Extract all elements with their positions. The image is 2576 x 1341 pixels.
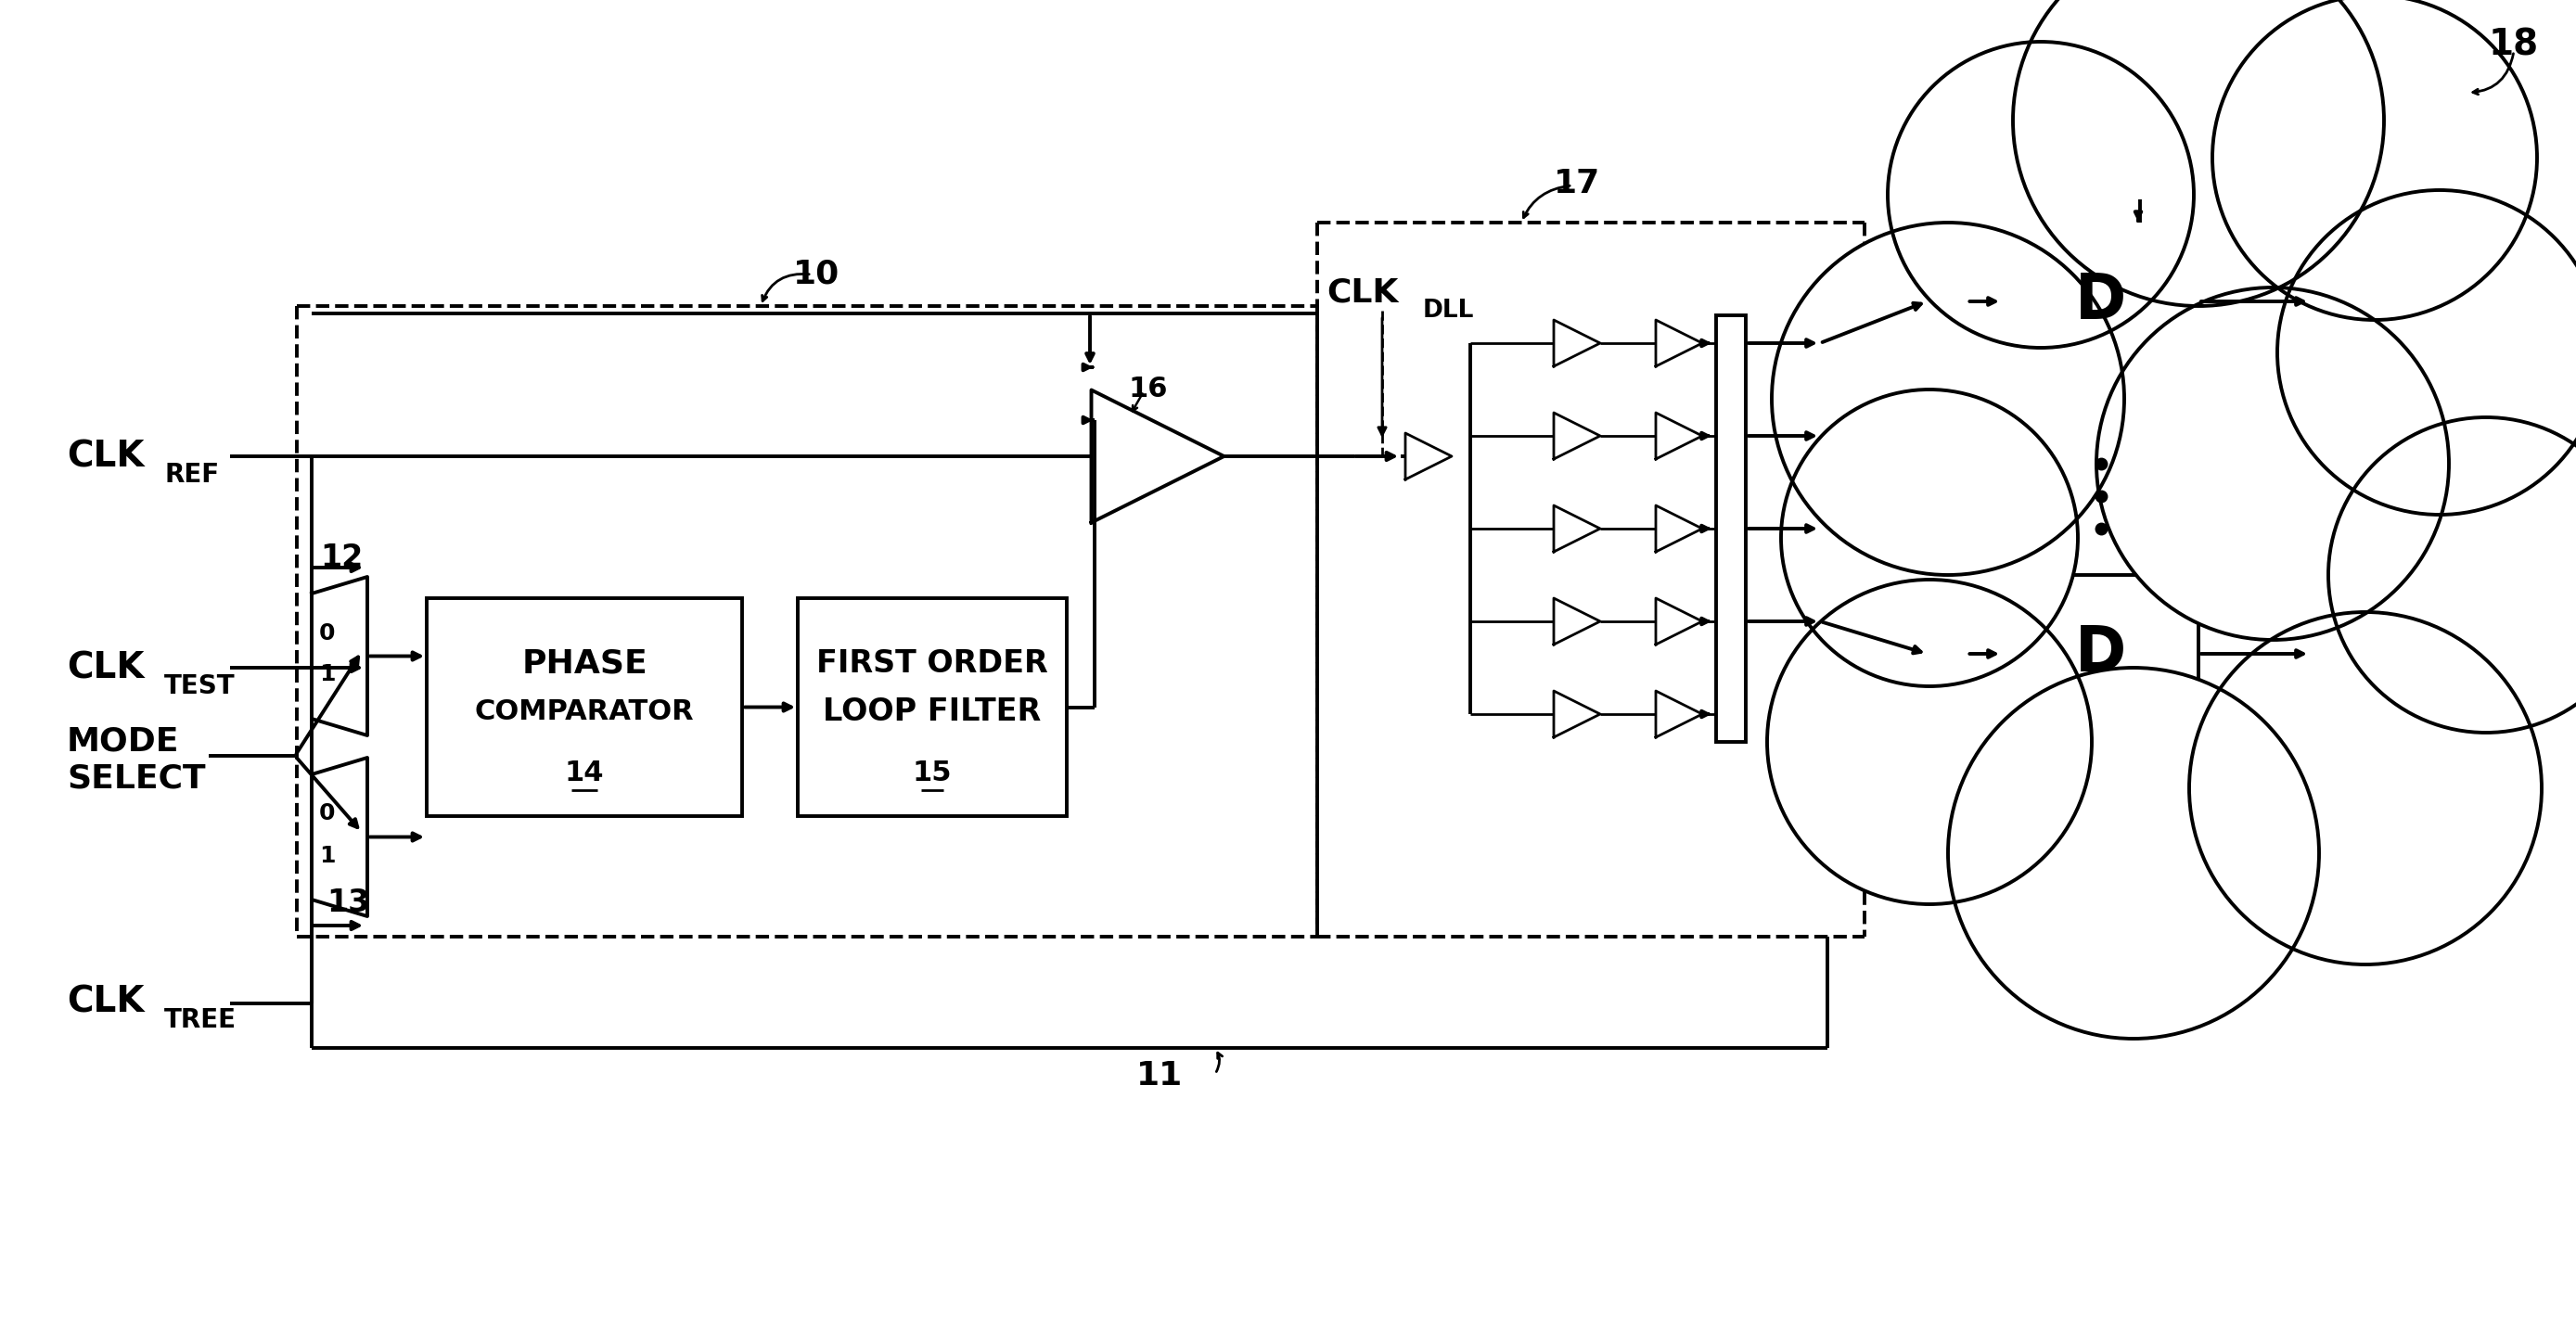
Bar bbox=[428, 598, 742, 817]
Text: PHASE: PHASE bbox=[520, 648, 647, 680]
Text: 17: 17 bbox=[1553, 168, 1600, 200]
Text: REF: REF bbox=[165, 461, 219, 488]
Text: FIRST ORDER: FIRST ORDER bbox=[817, 648, 1048, 679]
Text: TEST: TEST bbox=[165, 673, 234, 699]
Circle shape bbox=[1888, 42, 2195, 347]
Text: LOOP FILTER: LOOP FILTER bbox=[824, 696, 1041, 727]
Text: 0: 0 bbox=[319, 803, 335, 825]
Text: D: D bbox=[2076, 624, 2128, 684]
Text: D: D bbox=[2076, 271, 2128, 333]
Text: CLK: CLK bbox=[67, 439, 144, 473]
Text: MODE: MODE bbox=[67, 725, 180, 758]
Text: 1: 1 bbox=[319, 845, 335, 866]
Text: CLK: CLK bbox=[1327, 276, 1399, 308]
Circle shape bbox=[1772, 223, 2125, 575]
Text: 10: 10 bbox=[793, 257, 840, 290]
Bar bbox=[1716, 315, 1747, 742]
Bar bbox=[2004, 223, 2197, 381]
Text: 14: 14 bbox=[564, 759, 605, 786]
Bar bbox=[799, 598, 1066, 817]
Text: 16: 16 bbox=[1128, 375, 1167, 402]
Text: CLK: CLK bbox=[67, 984, 144, 1019]
Text: DLL: DLL bbox=[1422, 299, 1473, 323]
Circle shape bbox=[2190, 611, 2543, 964]
Text: TREE: TREE bbox=[165, 1007, 237, 1033]
Text: SELECT: SELECT bbox=[67, 763, 206, 795]
Circle shape bbox=[1780, 389, 2079, 687]
Text: 11: 11 bbox=[1136, 1059, 1182, 1092]
Text: 1: 1 bbox=[319, 664, 335, 685]
Circle shape bbox=[1947, 668, 2318, 1039]
Circle shape bbox=[2277, 190, 2576, 515]
Text: 18: 18 bbox=[2488, 27, 2540, 62]
Text: 13: 13 bbox=[327, 888, 368, 919]
Text: 0: 0 bbox=[319, 622, 335, 644]
Text: COMPARATOR: COMPARATOR bbox=[474, 699, 693, 725]
Circle shape bbox=[2329, 417, 2576, 732]
Text: 15: 15 bbox=[912, 759, 953, 786]
Text: 12: 12 bbox=[319, 543, 363, 573]
Circle shape bbox=[2012, 0, 2383, 306]
Circle shape bbox=[2097, 287, 2450, 640]
Bar bbox=[2004, 575, 2197, 732]
Circle shape bbox=[2213, 0, 2537, 320]
Text: CLK: CLK bbox=[67, 650, 144, 685]
Circle shape bbox=[1767, 579, 2092, 904]
